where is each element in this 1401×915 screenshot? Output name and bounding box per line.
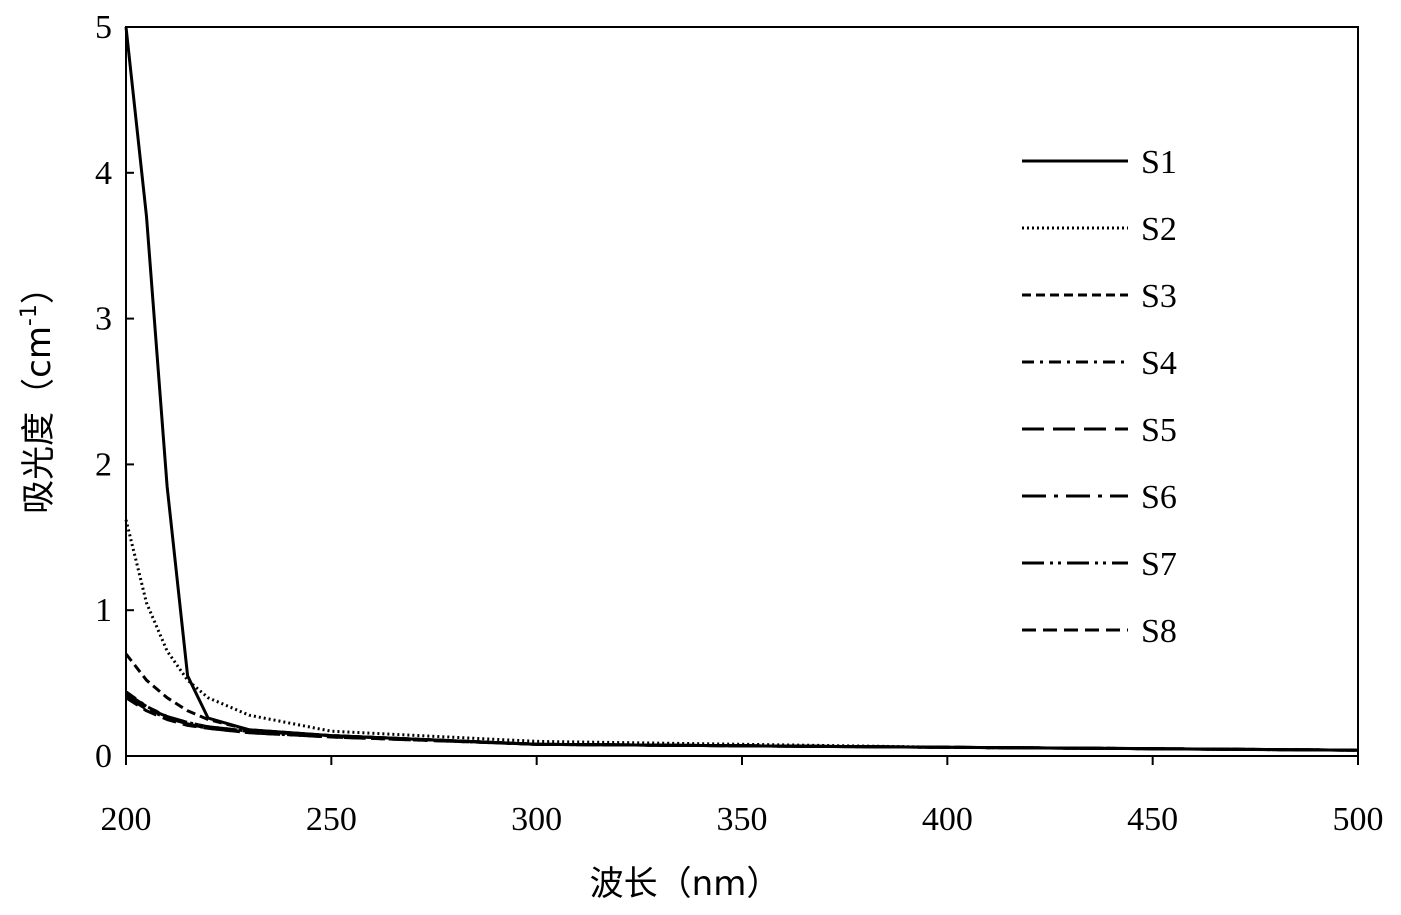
x-axis-ticks: 200 250 300 350 400 450 500 (101, 756, 1384, 838)
y-axis-title: 吸光度（cm-1） (17, 270, 59, 514)
x-tick-label: 500 (1333, 801, 1384, 838)
x-tick-label: 350 (717, 801, 768, 838)
series-line-s4 (125, 690, 1359, 752)
x-tick-label: 250 (306, 801, 357, 838)
series-lines (124, 26, 1359, 752)
x-tick-label: 200 (101, 801, 152, 838)
legend-label-s4: S4 (1141, 345, 1177, 382)
legend-label-s6: S6 (1141, 479, 1177, 516)
y-tick-label: 2 (95, 446, 112, 483)
x-axis-title: 波长（nm） (590, 864, 781, 904)
legend-label-s2: S2 (1141, 211, 1177, 248)
legend-label-s3: S3 (1141, 278, 1177, 315)
series-line-s5 (125, 693, 1359, 752)
y-tick-label: 5 (95, 9, 112, 46)
y-axis-title-close: ） (19, 270, 59, 304)
y-axis-title-main: 吸光度（cm (19, 326, 59, 514)
x-tick-label: 300 (511, 801, 562, 838)
y-tick-label: 3 (95, 301, 112, 338)
legend: S1 S2 S3 S4 S5 S6 S7 S8 (1022, 144, 1177, 650)
y-tick-label: 1 (95, 592, 112, 629)
y-axis-ticks: 0 1 2 3 4 5 (95, 9, 134, 775)
series-line-s7 (125, 694, 1359, 752)
y-tick-label: 0 (95, 738, 112, 775)
series-line-s8 (125, 696, 1359, 752)
x-tick-label: 400 (922, 801, 973, 838)
y-tick-label: 4 (95, 155, 112, 192)
x-tick-label: 450 (1127, 801, 1178, 838)
legend-label-s7: S7 (1141, 546, 1177, 583)
y-axis-title-superscript: -1 (17, 304, 42, 326)
series-line-s6 (125, 692, 1359, 752)
legend-label-s1: S1 (1141, 144, 1177, 181)
legend-label-s8: S8 (1141, 613, 1177, 650)
legend-label-s5: S5 (1141, 412, 1177, 449)
